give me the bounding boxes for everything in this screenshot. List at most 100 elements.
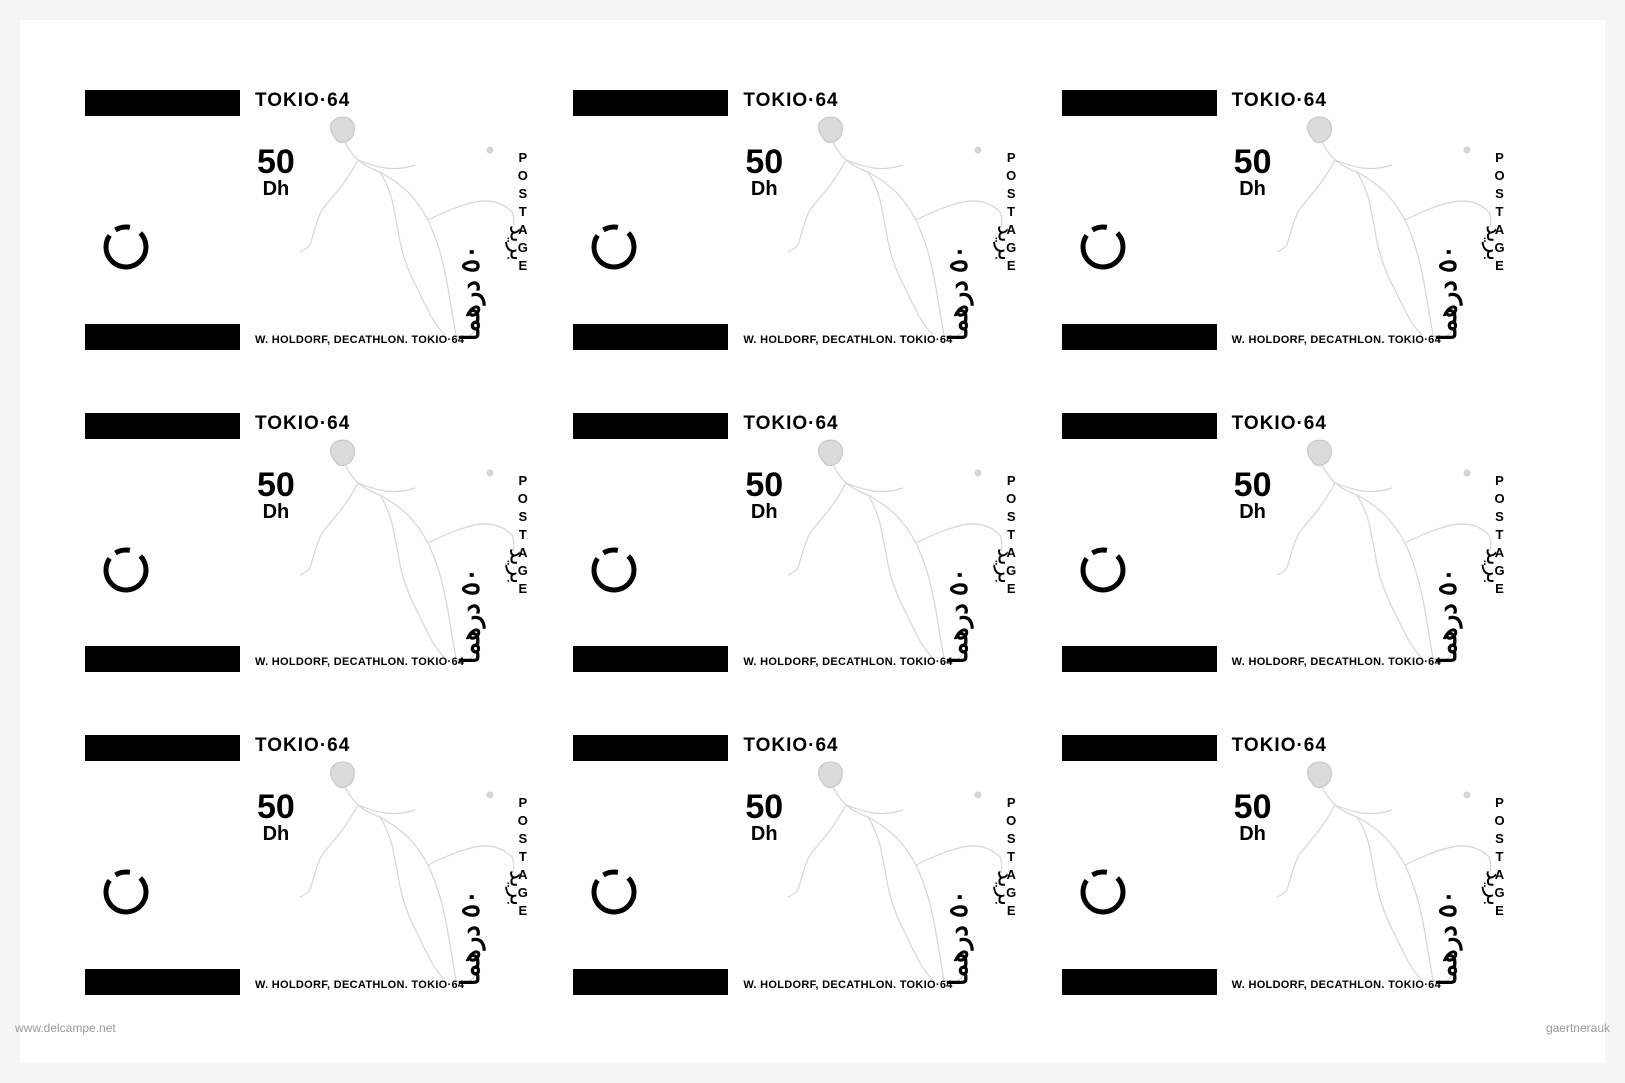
- denomination-block: 50 Dh: [745, 145, 783, 199]
- denomination-unit: Dh: [745, 824, 783, 844]
- denomination-unit: Dh: [257, 502, 295, 522]
- bottom-redaction-bar: [1062, 969, 1217, 995]
- top-redaction-bar: [573, 413, 728, 439]
- denomination-value: 50: [1234, 468, 1272, 502]
- ring-icon: [1079, 223, 1127, 271]
- denomination-unit: Dh: [745, 502, 783, 522]
- event-label: TOKIO·64: [255, 735, 350, 757]
- arabic-denomination: ٥٠ درهما: [943, 890, 974, 986]
- arabic-postage-label: بريد: [504, 870, 530, 906]
- denomination-unit: Dh: [1234, 824, 1272, 844]
- denomination-value: 50: [745, 790, 783, 824]
- athlete-caption: W. HOLDORF, DECATHLON. TOKIO·64: [1232, 334, 1441, 346]
- top-redaction-bar: [85, 413, 240, 439]
- denomination-unit: Dh: [1234, 502, 1272, 522]
- denomination-block: 50 Dh: [1234, 145, 1272, 199]
- ring-icon: [590, 868, 638, 916]
- bottom-redaction-bar: [573, 969, 728, 995]
- athlete-figure: [768, 110, 1018, 350]
- denomination-value: 50: [1234, 790, 1272, 824]
- event-label: TOKIO·64: [743, 90, 838, 112]
- arabic-denomination: ٥٠ درهما: [1432, 568, 1463, 664]
- athlete-caption: W. HOLDORF, DECATHLON. TOKIO·64: [1232, 656, 1441, 668]
- stamp-cell: TOKIO·64 50 Dh ٥٠ درهما POSTAGE بريد W. …: [80, 710, 568, 1033]
- bottom-redaction-bar: [1062, 646, 1217, 672]
- event-label: TOKIO·64: [255, 90, 350, 112]
- denomination-value: 50: [745, 468, 783, 502]
- denomination-block: 50 Dh: [1234, 468, 1272, 522]
- arabic-denomination: ٥٠ درهما: [943, 568, 974, 664]
- stamp-cell: TOKIO·64 50 Dh ٥٠ درهما POSTAGE بريد W. …: [1057, 65, 1545, 388]
- ring-icon: [590, 546, 638, 594]
- top-redaction-bar: [1062, 735, 1217, 761]
- athlete-caption: W. HOLDORF, DECATHLON. TOKIO·64: [1232, 979, 1441, 991]
- ring-icon: [1079, 546, 1127, 594]
- stamp-cell: TOKIO·64 50 Dh ٥٠ درهما POSTAGE بريد W. …: [568, 710, 1056, 1033]
- ring-icon: [102, 868, 150, 916]
- ring-icon: [590, 223, 638, 271]
- denomination-block: 50 Dh: [257, 145, 295, 199]
- denomination-unit: Dh: [745, 179, 783, 199]
- arabic-postage-label: بريد: [993, 870, 1019, 906]
- bottom-redaction-bar: [573, 646, 728, 672]
- bottom-redaction-bar: [85, 646, 240, 672]
- arabic-postage-label: بريد: [504, 225, 530, 261]
- stamp-cell: TOKIO·64 50 Dh ٥٠ درهما POSTAGE بريد W. …: [80, 388, 568, 711]
- athlete-caption: W. HOLDORF, DECATHLON. TOKIO·64: [743, 656, 952, 668]
- athlete-caption: W. HOLDORF, DECATHLON. TOKIO·64: [255, 979, 464, 991]
- arabic-postage-label: بريد: [1481, 225, 1507, 261]
- event-label: TOKIO·64: [743, 413, 838, 435]
- arabic-postage-label: بريد: [993, 548, 1019, 584]
- denomination-unit: Dh: [1234, 179, 1272, 199]
- denomination-block: 50 Dh: [745, 790, 783, 844]
- stamp-cell: TOKIO·64 50 Dh ٥٠ درهما POSTAGE بريد W. …: [568, 65, 1056, 388]
- arabic-postage-label: بريد: [504, 548, 530, 584]
- top-redaction-bar: [85, 90, 240, 116]
- bottom-redaction-bar: [85, 969, 240, 995]
- stamp-cell: TOKIO·64 50 Dh ٥٠ درهما POSTAGE بريد W. …: [1057, 710, 1545, 1033]
- bottom-redaction-bar: [1062, 324, 1217, 350]
- watermark-left: www.delcampe.net: [15, 1021, 116, 1035]
- denomination-value: 50: [257, 790, 295, 824]
- arabic-denomination: ٥٠ درهما: [455, 245, 486, 341]
- arabic-denomination: ٥٠ درهما: [455, 890, 486, 986]
- top-redaction-bar: [573, 735, 728, 761]
- denomination-block: 50 Dh: [745, 468, 783, 522]
- denomination-value: 50: [257, 468, 295, 502]
- arabic-postage-label: بريد: [1481, 548, 1507, 584]
- athlete-figure: [768, 433, 1018, 673]
- arabic-postage-label: بريد: [1481, 870, 1507, 906]
- top-redaction-bar: [573, 90, 728, 116]
- athlete-caption: W. HOLDORF, DECATHLON. TOKIO·64: [255, 656, 464, 668]
- ring-icon: [102, 546, 150, 594]
- event-label: TOKIO·64: [1232, 90, 1327, 112]
- denomination-value: 50: [1234, 145, 1272, 179]
- top-redaction-bar: [1062, 413, 1217, 439]
- event-label: TOKIO·64: [1232, 413, 1327, 435]
- ring-icon: [102, 223, 150, 271]
- athlete-caption: W. HOLDORF, DECATHLON. TOKIO·64: [255, 334, 464, 346]
- arabic-postage-label: بريد: [993, 225, 1019, 261]
- denomination-unit: Dh: [257, 179, 295, 199]
- denomination-value: 50: [257, 145, 295, 179]
- event-label: TOKIO·64: [743, 735, 838, 757]
- watermark-right: gaertnerauk: [1546, 1021, 1610, 1035]
- stamp-sheet: TOKIO·64 50 Dh ٥٠ درهما POSTAGE بريد W. …: [20, 20, 1605, 1063]
- bottom-redaction-bar: [573, 324, 728, 350]
- athlete-figure: [280, 110, 530, 350]
- stamp-cell: TOKIO·64 50 Dh ٥٠ درهما POSTAGE بريد W. …: [80, 65, 568, 388]
- top-redaction-bar: [85, 735, 240, 761]
- stamp-cell: TOKIO·64 50 Dh ٥٠ درهما POSTAGE بريد W. …: [568, 388, 1056, 711]
- athlete-figure: [1257, 755, 1507, 995]
- athlete-figure: [768, 755, 1018, 995]
- denomination-value: 50: [745, 145, 783, 179]
- denomination-block: 50 Dh: [257, 468, 295, 522]
- athlete-figure: [1257, 110, 1507, 350]
- arabic-denomination: ٥٠ درهما: [1432, 245, 1463, 341]
- athlete-caption: W. HOLDORF, DECATHLON. TOKIO·64: [743, 334, 952, 346]
- arabic-denomination: ٥٠ درهما: [455, 568, 486, 664]
- top-redaction-bar: [1062, 90, 1217, 116]
- athlete-figure: [280, 755, 530, 995]
- denomination-block: 50 Dh: [257, 790, 295, 844]
- arabic-denomination: ٥٠ درهما: [1432, 890, 1463, 986]
